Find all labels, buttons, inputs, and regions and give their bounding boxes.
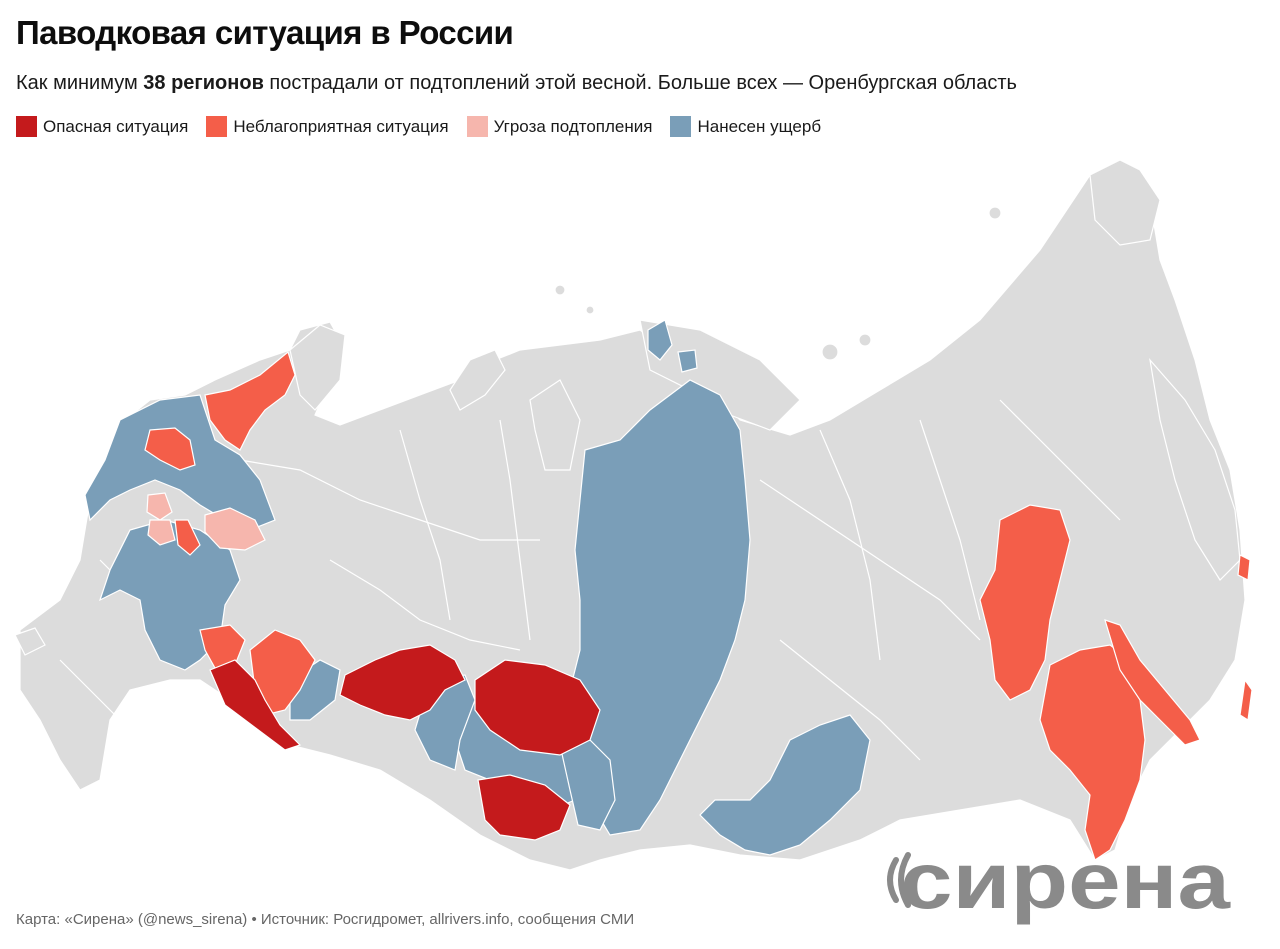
- subtitle-pre: Как минимум: [16, 72, 144, 94]
- region-kemerovo: [559, 739, 616, 831]
- legend-swatch-unfavorable: [206, 116, 228, 137]
- region-volgograd-astrakhan: [209, 659, 302, 751]
- land-island-4: [554, 284, 566, 296]
- region-kurils-2: [1239, 678, 1253, 722]
- sound-wave-icon: [887, 852, 911, 908]
- legend-label-damage: Нанесен ущерб: [697, 116, 822, 136]
- map-title: Паводковая ситуация в России: [16, 14, 514, 51]
- region-borders: [59, 399, 1121, 761]
- logo-text: сирена: [900, 836, 1231, 925]
- land-island-1: [988, 206, 1002, 220]
- land-chukotka: [1089, 159, 1161, 246]
- region-kaluga: [174, 519, 201, 556]
- land-kamchatka: [1149, 358, 1241, 581]
- region-island-b: [677, 349, 698, 373]
- land-island-5: [585, 305, 595, 315]
- land-kaliningrad: [14, 627, 46, 656]
- legend-swatch-damage: [670, 116, 692, 137]
- footer-source: Карта: «Сирена» (@news_sirena) • Источни…: [16, 911, 635, 928]
- region-komi: [204, 350, 296, 451]
- region-taymyr-islands: [647, 319, 673, 361]
- region-altai: [477, 774, 571, 841]
- map-subtitle: Как минимум 38 регионов пострадали от по…: [16, 72, 1017, 95]
- region-orenburg: [474, 659, 601, 756]
- region-kurils-1: [1237, 554, 1251, 581]
- region-tver: [146, 492, 173, 521]
- region-kurgan-tyumen: [339, 644, 466, 721]
- legend-item-danger: Опасная ситуация: [16, 116, 188, 137]
- legend-item-damage: Нанесен ущерб: [670, 116, 821, 137]
- regions-unfavorable: [144, 350, 1253, 861]
- regions-danger: [209, 644, 601, 841]
- land-island-2: [821, 343, 839, 361]
- region-sakhalin: [1104, 619, 1201, 746]
- region-krasnoyarsk: [569, 379, 751, 836]
- legend: Опасная ситуация Неблагоприятная ситуаци…: [16, 116, 821, 137]
- region-vladimir-ivanovo: [204, 507, 266, 551]
- legend-item-threat: Угроза подтопления: [466, 116, 653, 137]
- legend-label-threat: Угроза подтопления: [493, 116, 653, 136]
- land-novaya-zemlya: [449, 349, 506, 411]
- subtitle-bold: 38 регионов: [143, 72, 264, 94]
- russia-map: [14, 159, 1253, 871]
- legend-swatch-danger: [16, 116, 37, 137]
- land-yamal: [529, 379, 581, 471]
- regions-threat: [146, 492, 266, 551]
- region-vologda: [144, 427, 196, 471]
- land-island-3: [858, 333, 872, 347]
- region-zabaikalsky: [699, 714, 871, 856]
- legend-label-danger: Опасная ситуация: [43, 116, 189, 136]
- sirena-logo: сирена: [887, 836, 1231, 925]
- legend-item-unfavorable: Неблагоприятная ситуация: [206, 116, 449, 137]
- land-kola: [289, 324, 346, 411]
- legend-swatch-threat: [466, 116, 488, 137]
- region-amur: [979, 504, 1071, 701]
- legend-label-unfavorable: Неблагоприятная ситуация: [233, 116, 449, 136]
- region-moscow-area: [147, 519, 176, 546]
- subtitle-post: пострадали от подтоплений этой весной. Б…: [263, 72, 1017, 94]
- land-taymyr: [639, 319, 801, 431]
